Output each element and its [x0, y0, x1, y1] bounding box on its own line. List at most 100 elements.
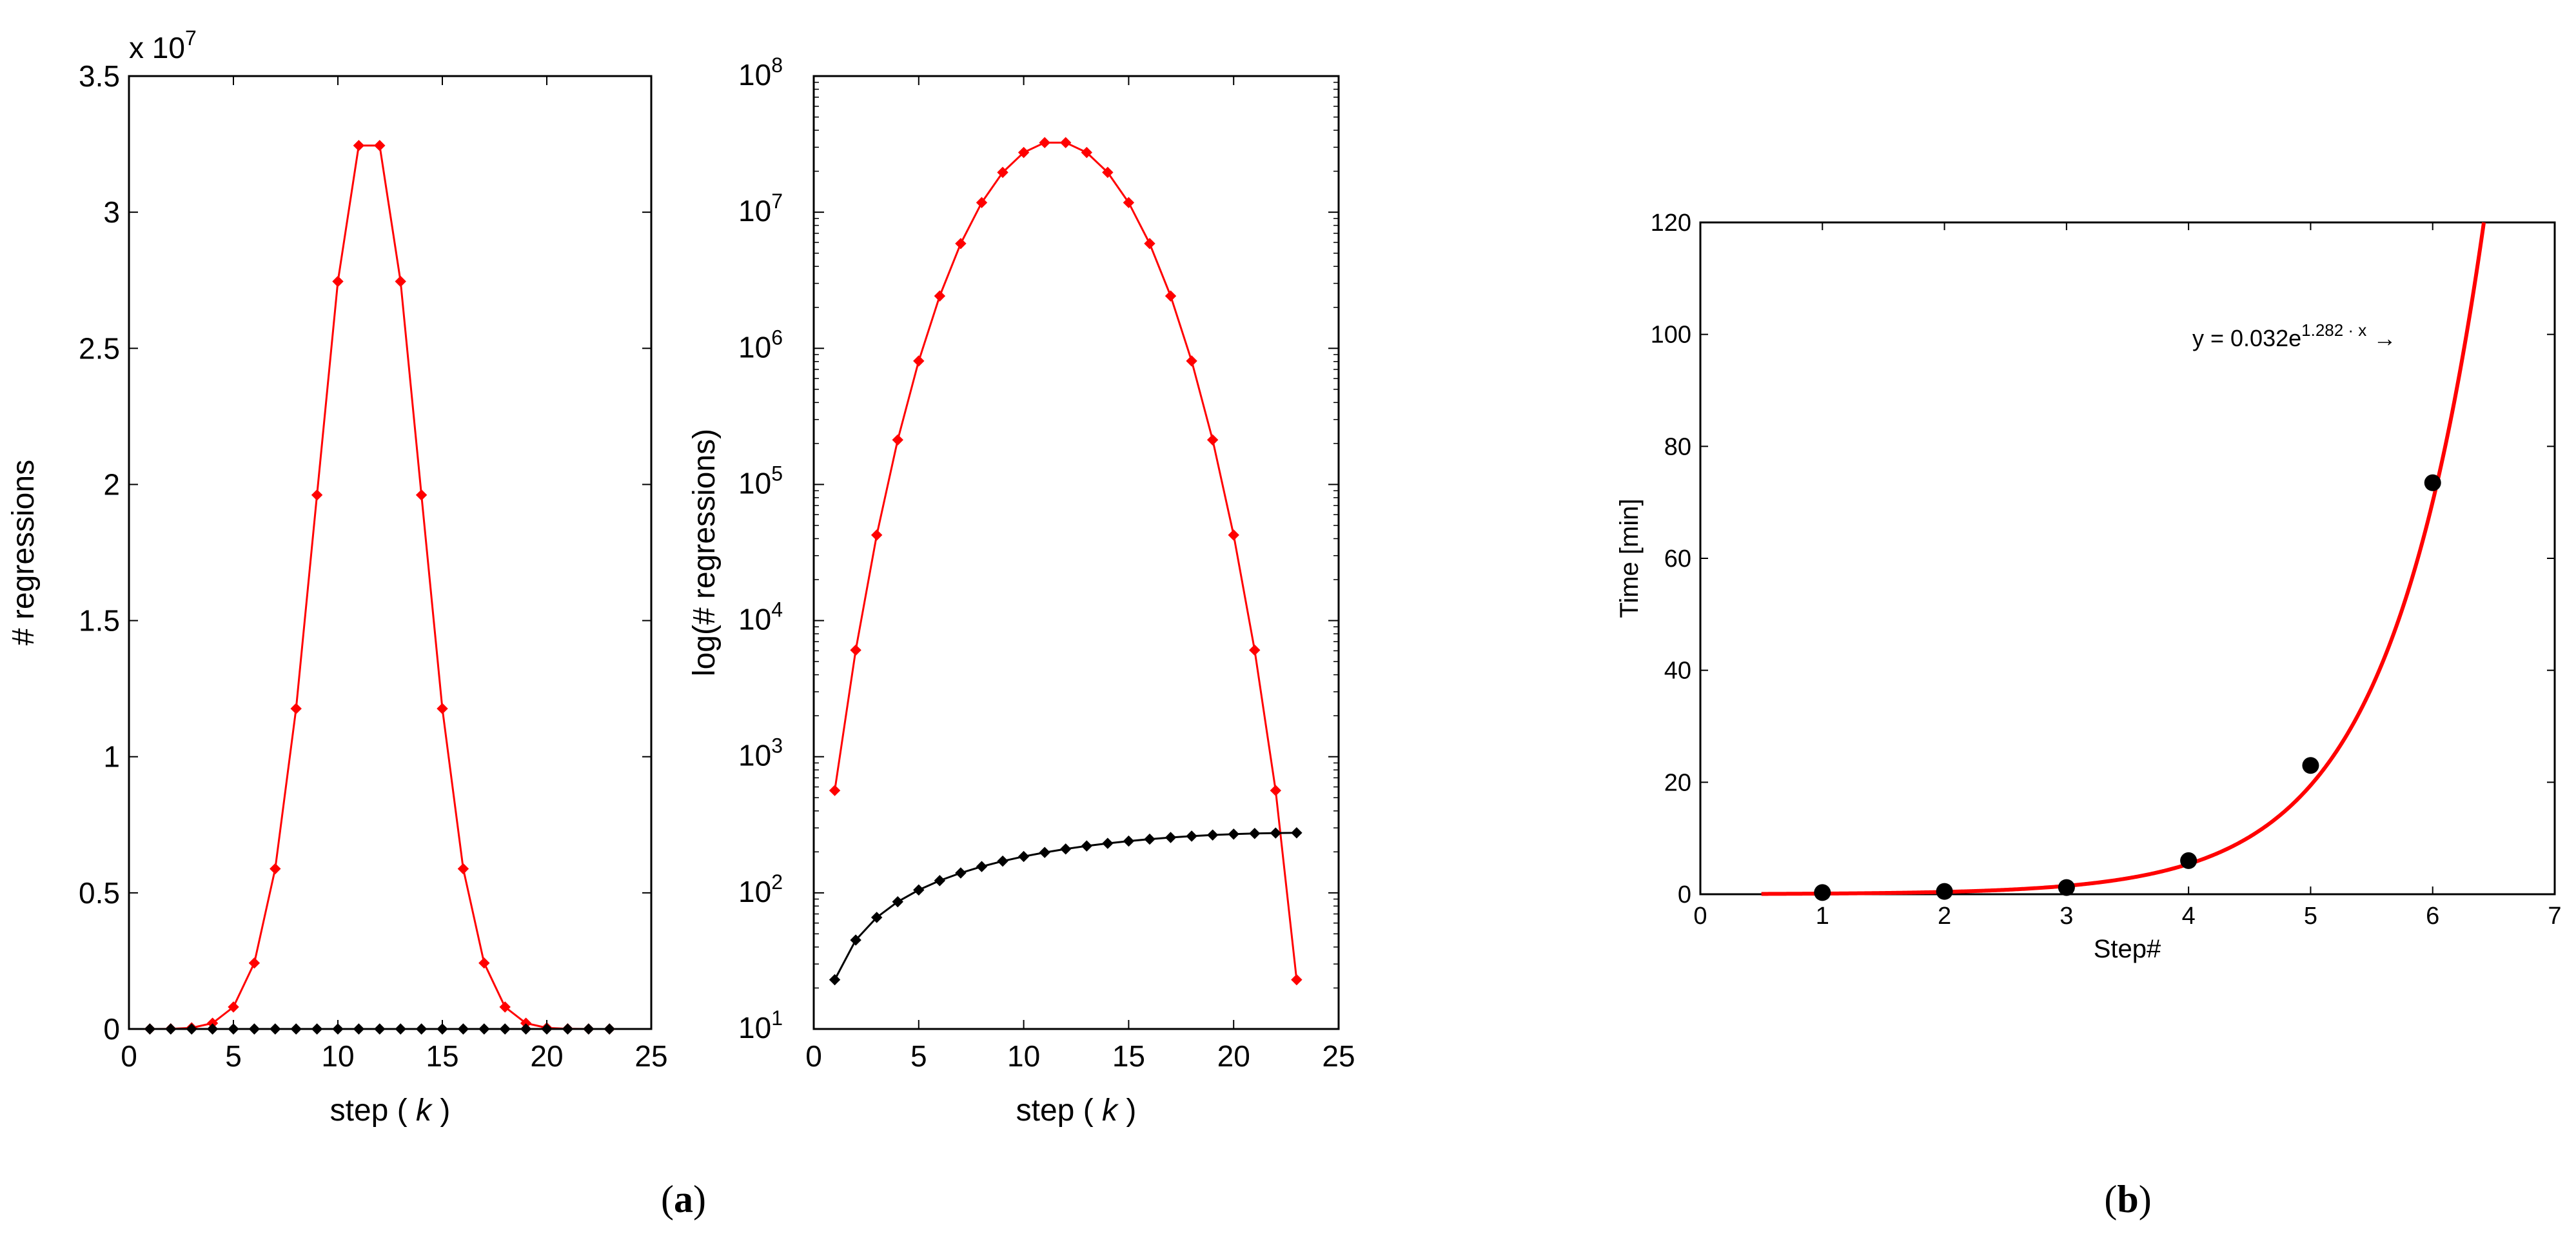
data-point-red — [913, 355, 925, 367]
y-tick-label: 102 — [738, 870, 783, 908]
data-point-red — [955, 238, 967, 250]
chart-a-log: 0 5 10 15 20 25 101 102 103 104 105 106 107 108 log(#… — [687, 54, 1355, 1128]
data-point-black — [520, 1023, 532, 1035]
x-axis-label: Step# — [2094, 935, 2161, 963]
x-tick-label: 20 — [530, 1039, 563, 1073]
y-tick-label: 103 — [738, 734, 783, 772]
data-point-black — [604, 1023, 615, 1035]
x-tick-label: 5 — [2304, 903, 2317, 930]
data-point-black — [1039, 847, 1050, 858]
data-point-black — [1165, 832, 1177, 843]
data-point-red — [997, 166, 1008, 179]
y-tick-label: 3 — [103, 195, 120, 229]
data-point-black — [270, 1023, 281, 1035]
y-tick-label: 40 — [1664, 658, 1691, 685]
data-point — [2058, 879, 2075, 896]
data-point-black — [870, 912, 883, 923]
x-tick-label: 0 — [121, 1039, 137, 1073]
plot-frame — [1699, 221, 2556, 896]
data-point-black — [1102, 837, 1114, 849]
data-point-red — [1144, 238, 1155, 250]
data-point-black — [290, 1023, 302, 1035]
y-exponent-label: x 107 — [129, 26, 197, 64]
data-point-red — [850, 644, 861, 656]
x-tick-label: 20 — [1217, 1039, 1250, 1073]
fit-curve — [1761, 222, 2486, 896]
x-tick-label: 1 — [1816, 903, 1829, 930]
data-point-red — [290, 703, 302, 714]
x-tick-label: 5 — [225, 1039, 242, 1073]
panel-label-a: (a) — [661, 1178, 706, 1220]
x-tick-label: 10 — [1007, 1039, 1040, 1073]
data-point-black — [1123, 835, 1135, 847]
data-point-black — [892, 896, 903, 908]
data-point-black — [829, 974, 841, 986]
data-point-red — [1249, 644, 1261, 656]
y-tick-label: 2 — [103, 467, 120, 501]
y-tick-label: 100 — [1651, 322, 1691, 349]
data-point-red — [499, 1001, 511, 1013]
data-point-black — [1018, 850, 1030, 863]
data-point-red — [228, 1001, 239, 1013]
x-tick-label: 0 — [1693, 903, 1707, 930]
data-point-red — [311, 489, 323, 501]
data-point — [2424, 474, 2441, 491]
data-point-red — [415, 489, 428, 501]
data-point-black — [1081, 840, 1092, 852]
data-point-red — [1081, 146, 1092, 159]
data-point-red — [1123, 197, 1135, 208]
data-point-red — [1228, 529, 1239, 541]
data-point-red — [1291, 974, 1303, 986]
data-point-black — [1249, 828, 1261, 839]
data-point-black — [457, 1023, 469, 1035]
data-point-black — [955, 867, 967, 879]
data-point-black — [583, 1023, 595, 1035]
data-point-red — [374, 139, 386, 152]
chart-a-linear: 0 5 10 15 20 25 0 0.5 1 1.5 2 2.5 3 3.5 x 107 # regre… — [6, 26, 668, 1128]
x-tick-label: 15 — [1112, 1039, 1145, 1073]
data-point-red — [1270, 785, 1282, 796]
data-point-red — [1206, 434, 1219, 446]
y-tick-label: 80 — [1664, 433, 1691, 460]
x-tick-label: 2 — [1938, 903, 1951, 930]
data-point-red — [976, 197, 988, 208]
series-line-black — [834, 832, 1297, 981]
data-point-black — [353, 1023, 365, 1035]
data-point — [1936, 883, 1953, 900]
y-axis-label: # regressions — [6, 460, 41, 645]
data-point-black — [311, 1023, 323, 1035]
data-point-black — [850, 934, 861, 946]
data-point-red — [457, 863, 469, 875]
y-tick-label: 1.5 — [79, 604, 120, 638]
x-tick-label: 10 — [321, 1039, 354, 1073]
data-point — [1814, 884, 1831, 901]
data-point-black — [165, 1023, 177, 1035]
x-tick-label: 25 — [634, 1039, 667, 1073]
chart-b: 0 1 2 3 4 5 6 7 0 20 40 60 80 100 120 Time [min] Step#… — [1615, 210, 2562, 963]
data-point-red — [395, 275, 406, 288]
data-point-red — [1060, 137, 1072, 148]
y-tick-label: 107 — [738, 190, 783, 228]
x-tick-label: 25 — [1322, 1039, 1355, 1073]
y-tick-label: 20 — [1664, 769, 1691, 796]
data-point-black — [562, 1023, 574, 1035]
x-axis-label: step ( k ) — [1016, 1093, 1137, 1128]
fit-equation-annotation: y = 0.032e1.282 · x → — [2192, 320, 2396, 351]
y-tick-label: 1 — [103, 740, 120, 774]
data-point — [2180, 852, 2197, 869]
data-point-black — [374, 1023, 386, 1035]
x-tick-label: 7 — [2548, 903, 2561, 930]
data-point-red — [1102, 166, 1114, 179]
x-tick-label: 0 — [805, 1039, 822, 1073]
data-point-black — [1060, 843, 1072, 855]
data-point-black — [1206, 829, 1219, 841]
data-point-black — [1270, 827, 1282, 839]
x-tick-label: 4 — [2182, 903, 2196, 930]
data-point-black — [395, 1023, 406, 1035]
data-point-red — [270, 863, 281, 875]
y-tick-label: 108 — [738, 54, 783, 92]
y-tick-label: 105 — [738, 462, 783, 500]
y-tick-label: 2.5 — [79, 331, 120, 365]
y-tick-label: 0 — [1678, 881, 1691, 908]
